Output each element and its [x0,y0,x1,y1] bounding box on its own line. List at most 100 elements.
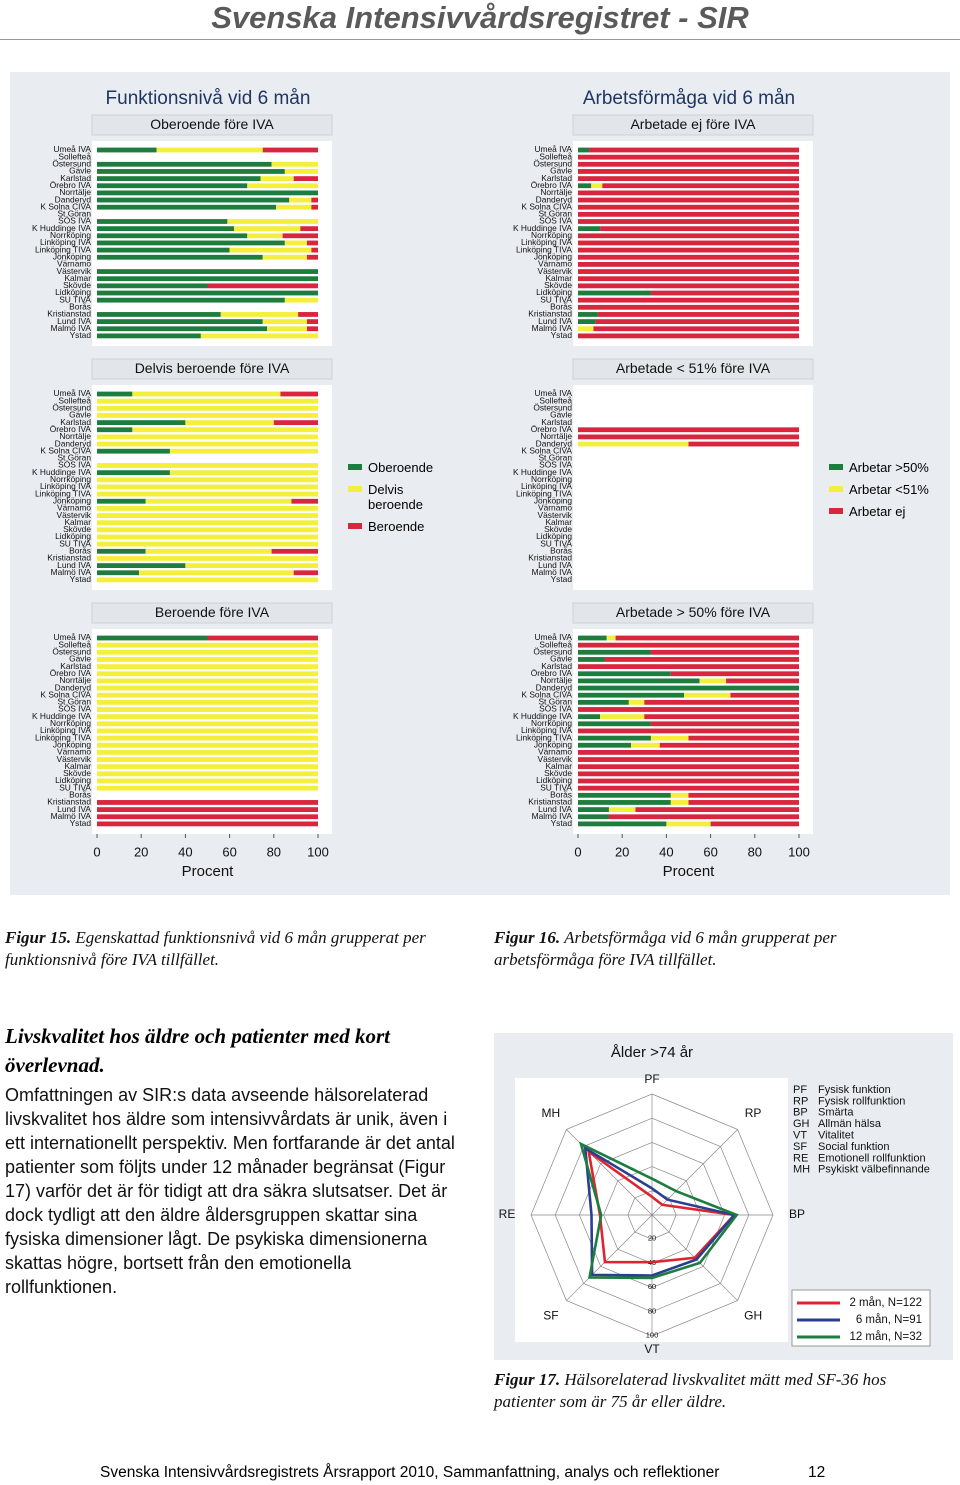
x-tick-label: 0 [574,844,581,859]
legend-label: Delvis beroende [368,481,423,512]
category-label: SU TIVA [540,294,572,304]
bar-segment [227,219,318,224]
caption-label: Figur 16. [494,928,561,947]
bar-segment [578,821,667,827]
definition-abbr: SF [793,1141,807,1153]
radar-axis-label: GH [744,1308,762,1322]
bar-segment [578,707,799,712]
bar-segment [311,204,318,210]
definition-abbr: MH [793,1164,810,1176]
category-label: Borås [69,302,91,312]
bar-segment [97,434,318,440]
category-label: SU TIVA [540,538,572,548]
panel-title: Beroende före IVA [155,604,270,620]
bar-segment [578,750,799,755]
bar-segment [578,771,799,777]
legend-item: Arbetar >50% [829,460,939,475]
legend-item: Oberoende [348,460,433,475]
bar-segment [578,441,689,447]
bar-segment [97,635,208,641]
radar-tick-label: 20 [648,1234,656,1243]
category-label: K Solna CIVA [521,689,572,699]
category-label: Borås [69,546,91,556]
category-label: Karlstad [541,417,572,427]
category-label: Sollefteå [539,151,572,161]
category-label: Sollefteå [539,395,572,405]
legend-label: Oberoende [368,459,434,475]
category-label: Örebro IVA [50,180,92,190]
bar-segment [578,262,799,267]
bar-segment [97,735,318,741]
legend-item: Delvis beroende [348,482,426,512]
category-label: Linköping TIVA [35,488,91,498]
radar-axis-label: MH [542,1106,561,1120]
bar-segment [97,534,318,540]
category-label: SU TIVA [59,538,91,548]
panel-title-strip [91,114,333,136]
bar-segment [650,721,799,727]
bar-segment [644,699,799,705]
bar-segment [207,635,318,641]
category-label: Västervik [57,510,92,520]
x-tick-label: 100 [788,844,810,859]
bar-segment [97,290,318,296]
bar-segment [97,570,139,576]
bar-segment [631,742,660,748]
category-label: Kristianstad [528,553,572,563]
category-label: Lund IVA [57,560,91,570]
bar-segment [97,161,272,167]
category-label: Norrköping [531,230,572,240]
category-label: Lund IVA [57,804,91,814]
legend-swatch [829,463,843,470]
bar-segment [97,785,318,791]
bar-segment [578,427,799,433]
category-label: Borås [69,790,91,800]
radar-axis-label: VT [644,1342,660,1356]
legend-label: Arbetar <51% [849,481,929,497]
category-label: Västervik [57,754,92,764]
bar-segment [578,664,799,669]
bar-segment [97,319,263,324]
bar-segment [289,197,312,203]
category-label: Sollefteå [539,639,572,649]
bar-segment [306,319,318,324]
bar-segment [282,233,318,239]
bar-segment [229,247,312,253]
category-label: Örebro IVA [531,180,573,190]
bar-segment [578,319,596,324]
bar-segment [97,506,318,511]
bar-segment [578,434,799,440]
plot-area [573,385,813,590]
category-label: SÖS IVA [539,460,572,470]
caption-label: Figur 17. [494,1370,561,1389]
bar-segment [185,420,274,425]
bar-segment [670,671,799,677]
bar-segment [97,814,318,820]
radar-tick-label: 100 [646,1330,659,1339]
category-label: Värnamo [538,259,572,269]
category-label: Örebro IVA [531,668,573,678]
category-label: SU TIVA [59,782,91,792]
bar-segment [145,548,272,554]
bar-segment [97,176,261,181]
bar-segment [97,714,318,720]
legend: Arbetar >50% Arbetar <51% Arbetar ej [829,460,939,526]
bar-segment [97,427,133,433]
x-tick-label: 40 [659,844,673,859]
bar-segment [578,699,629,705]
category-label: Karlstad [60,173,91,183]
bar-segment [578,735,651,741]
category-label: Norrköping [531,718,572,728]
bar-segment [608,814,799,820]
bar-segment [97,671,318,677]
definition-text: Fysisk rollfunktion [818,1095,905,1107]
bar-segment [311,247,318,253]
bar-segment [284,169,318,174]
legend-item: Arbetar ej [829,504,939,519]
bar-segment [578,807,609,812]
panel-title: Arbetade > 50% före IVA [616,604,771,620]
category-label: Umeå IVA [53,144,91,154]
x-tick-label: 80 [748,844,762,859]
legend-swatch [829,485,843,492]
